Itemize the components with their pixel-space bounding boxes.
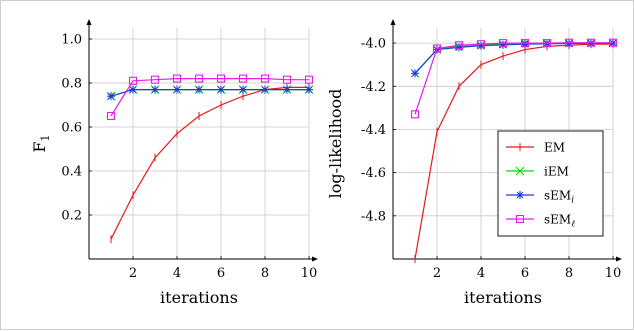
y-tick-label: 1.0 bbox=[61, 33, 82, 48]
data-point bbox=[432, 44, 442, 53]
data-point bbox=[217, 85, 225, 94]
legend-marker bbox=[515, 214, 525, 224]
data-point bbox=[499, 40, 507, 49]
data-point bbox=[498, 39, 508, 48]
data-point bbox=[410, 110, 420, 119]
data-point bbox=[129, 85, 137, 94]
data-point bbox=[260, 74, 270, 83]
data-point bbox=[305, 85, 313, 94]
data-point bbox=[564, 38, 574, 47]
series-sem-l bbox=[410, 38, 618, 119]
y-tick-label: 0.2 bbox=[61, 209, 82, 224]
data-point bbox=[477, 41, 485, 50]
x-tick-label: 6 bbox=[521, 266, 529, 281]
data-point bbox=[476, 40, 486, 49]
data-point bbox=[608, 38, 618, 47]
data-point bbox=[586, 38, 596, 47]
x-axis-label: iterations bbox=[160, 288, 238, 307]
data-point bbox=[195, 85, 203, 94]
y-tick-label: -4.6 bbox=[361, 166, 386, 181]
x-tick-label: 4 bbox=[173, 266, 181, 281]
series-line bbox=[110, 86, 309, 240]
data-point bbox=[411, 69, 419, 78]
y-tick-label: -4.4 bbox=[361, 123, 386, 138]
data-point bbox=[239, 85, 247, 94]
data-point bbox=[106, 111, 116, 121]
legend: EM iEM sEMi sEMℓ bbox=[497, 130, 604, 237]
series-line bbox=[414, 42, 614, 74]
legend-label: EM bbox=[544, 141, 565, 155]
axes bbox=[390, 19, 622, 262]
data-point bbox=[542, 39, 552, 48]
x-tick-label: 4 bbox=[477, 266, 485, 281]
data-point bbox=[238, 74, 248, 83]
legend-item: sEMℓ bbox=[506, 213, 575, 230]
series-line bbox=[110, 88, 309, 97]
data-point bbox=[172, 74, 182, 83]
series-line bbox=[110, 88, 309, 97]
x-axis-label: iterations bbox=[464, 288, 542, 307]
legend-label: sEMℓ bbox=[544, 213, 575, 230]
x-tick-label: 10 bbox=[301, 266, 318, 281]
legend-item: iEM bbox=[506, 165, 569, 179]
grid bbox=[89, 28, 310, 259]
x-tick-label: 6 bbox=[217, 266, 225, 281]
x-tick-label: 2 bbox=[433, 266, 441, 281]
data-point bbox=[454, 41, 464, 50]
data-point bbox=[128, 76, 138, 85]
data-point bbox=[587, 39, 595, 48]
series-sem-l bbox=[106, 74, 314, 121]
series-line bbox=[414, 43, 613, 260]
x-tick-label: 10 bbox=[605, 266, 622, 281]
legend-marker bbox=[515, 166, 525, 176]
legend-item: EM bbox=[506, 141, 565, 155]
y-tick-label: -4.8 bbox=[361, 209, 386, 224]
chart-f1: 2 4 6 8 10 0.2 0.4 0.6 0.8 1.0 iterations F1 bbox=[30, 19, 318, 307]
legend-item: sEMi bbox=[506, 189, 574, 206]
legend-marker bbox=[516, 191, 524, 199]
legend-label: iEM bbox=[544, 165, 569, 179]
chart-log-likelihood: 2 4 6 8 10 -4.8 -4.6 -4.4 -4.2 -4.0 iterations log-… bbox=[326, 19, 622, 307]
y-tick-label: 0.4 bbox=[61, 165, 82, 180]
data-point bbox=[107, 92, 115, 101]
y-tick-label: 0.8 bbox=[61, 77, 82, 92]
data-point bbox=[150, 75, 160, 84]
y-axis-label: log-likelihood bbox=[326, 89, 345, 199]
data-point bbox=[304, 75, 314, 84]
y-tick-label: -4.2 bbox=[361, 80, 386, 95]
data-point bbox=[216, 74, 226, 83]
data-point bbox=[282, 75, 292, 84]
y-axis-label: F1 bbox=[30, 134, 52, 152]
data-point bbox=[283, 85, 291, 94]
series-sem-i bbox=[107, 85, 313, 101]
series-line bbox=[414, 42, 613, 115]
data-point bbox=[194, 74, 204, 83]
x-tick-label: 2 bbox=[129, 266, 137, 281]
data-point bbox=[261, 85, 269, 94]
legend-label: sEMi bbox=[544, 189, 574, 206]
axes bbox=[86, 19, 318, 262]
y-tick-label: -4.0 bbox=[361, 37, 386, 52]
x-tick-label: 8 bbox=[565, 266, 573, 281]
data-point bbox=[520, 39, 530, 48]
y-tick-label: 0.6 bbox=[61, 121, 82, 136]
data-point bbox=[151, 85, 159, 94]
data-point bbox=[173, 85, 181, 94]
x-tick-label: 8 bbox=[261, 266, 269, 281]
series-em bbox=[110, 83, 310, 244]
series-line bbox=[110, 77, 309, 117]
